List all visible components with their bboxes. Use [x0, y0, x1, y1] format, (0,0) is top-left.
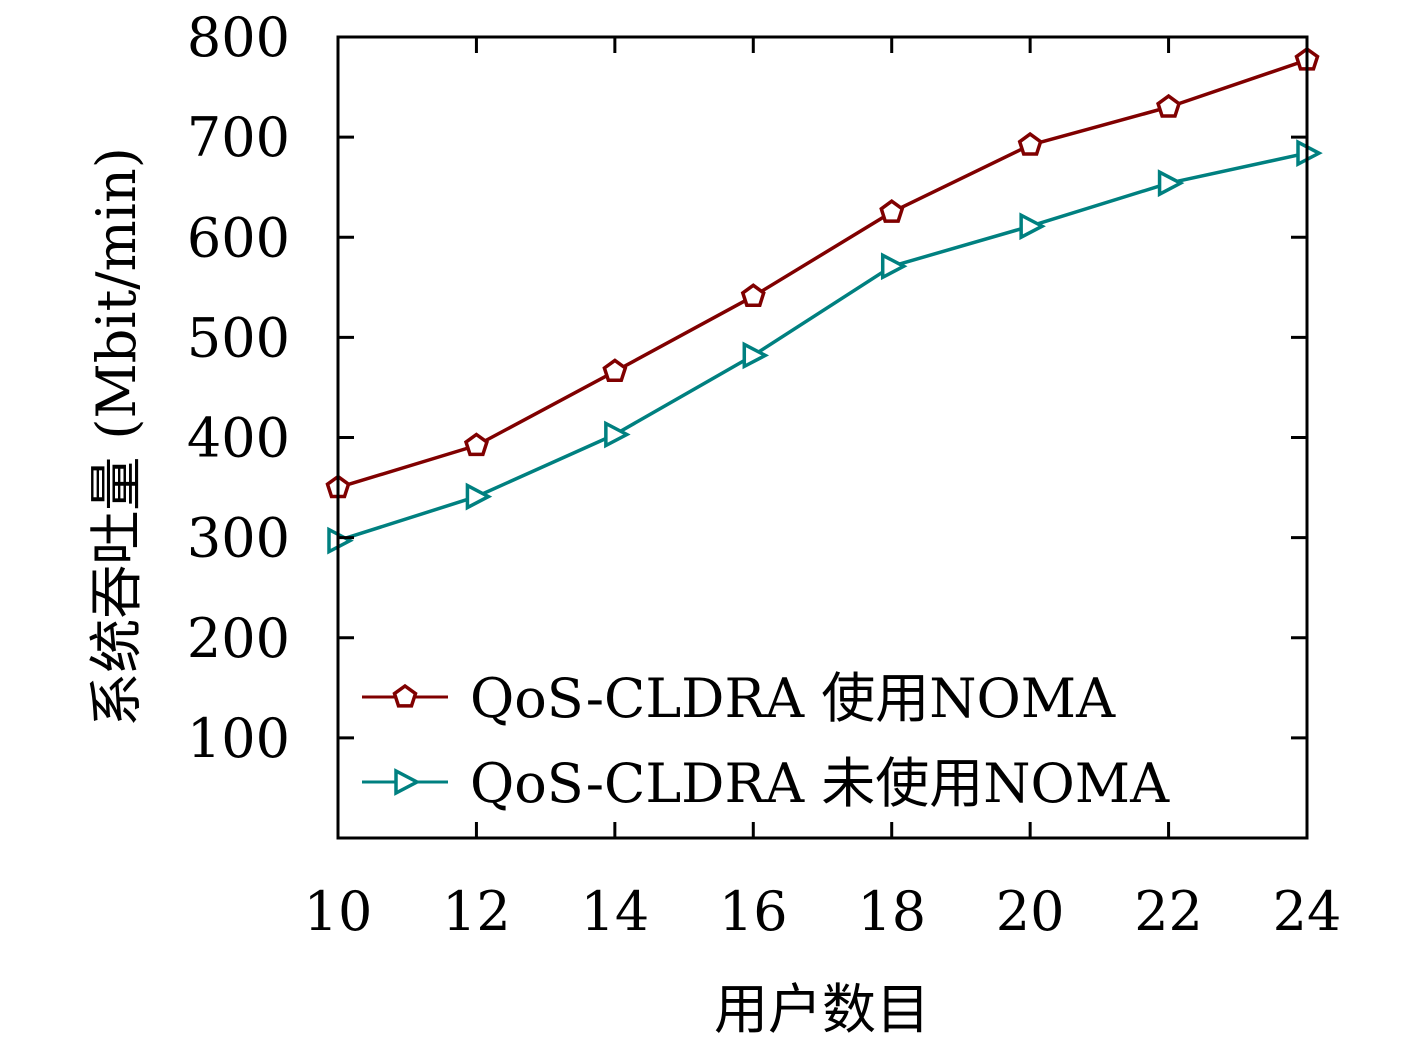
- legend-label-series-2: QoS-CLDRA 未使用NOMA: [470, 752, 1170, 815]
- y-tick-label-5: 500: [187, 306, 290, 369]
- legend-marker-shape-1: [392, 683, 418, 708]
- series-1-point-4: [740, 283, 766, 307]
- series-2-point-2: [465, 482, 493, 511]
- series-1-point-6: [1017, 131, 1043, 156]
- series-1-point-5: [879, 199, 905, 223]
- legend-marker-shape-2: [394, 768, 421, 796]
- y-tick-label-8: 800: [187, 6, 290, 69]
- series-1-point-3: [602, 358, 628, 383]
- y-tick-label-4: 400: [187, 407, 290, 470]
- series-line-2: [337, 151, 1308, 543]
- x-tick-label-7: 22: [1134, 880, 1203, 943]
- x-tick-label-5: 18: [857, 880, 926, 943]
- legend-marker-series-2: [394, 768, 421, 796]
- series-layer: [325, 46, 1323, 555]
- legend: QoS-CLDRA 使用NOMA QoS-CLDRA 未使用NOMA: [362, 667, 1170, 815]
- series-1-point-7: [1156, 93, 1182, 118]
- x-tick-label-6: 20: [996, 880, 1065, 943]
- series-1-point-2: [463, 432, 489, 457]
- series-2-point-6: [1019, 212, 1046, 241]
- series-2-point-5: [880, 252, 908, 281]
- y-tick-label-2: 200: [187, 607, 290, 670]
- series-2-point-7: [1157, 169, 1185, 198]
- series-2-point-3: [604, 420, 631, 449]
- ticks-layer: [336, 35, 1309, 838]
- x-tick-label-2: 12: [442, 880, 511, 943]
- legend-marker-series-1: [392, 683, 418, 708]
- y-tick-label-6: 600: [187, 206, 290, 269]
- legend-label-series-1: QoS-CLDRA 使用NOMA: [470, 667, 1116, 730]
- y-axis-title: 系统吞吐量 (Mbit/min): [85, 147, 148, 727]
- series-line-1: [337, 58, 1308, 490]
- y-tick-label-1: 100: [187, 707, 290, 770]
- x-tick-label-3: 14: [580, 880, 649, 943]
- tick-labels: 10 12 14 16 18 20 22 24 100 200 300 400 500 600 700 800: [187, 6, 1341, 943]
- y-tick-label-7: 700: [187, 106, 290, 169]
- x-tick-label-4: 16: [719, 880, 788, 943]
- x-axis-title: 用户数目: [714, 978, 930, 1039]
- y-tick-label-3: 300: [187, 507, 290, 570]
- x-tick-label-1: 10: [304, 880, 373, 943]
- series-2-point-4: [742, 341, 770, 370]
- x-tick-label-8: 24: [1273, 880, 1342, 943]
